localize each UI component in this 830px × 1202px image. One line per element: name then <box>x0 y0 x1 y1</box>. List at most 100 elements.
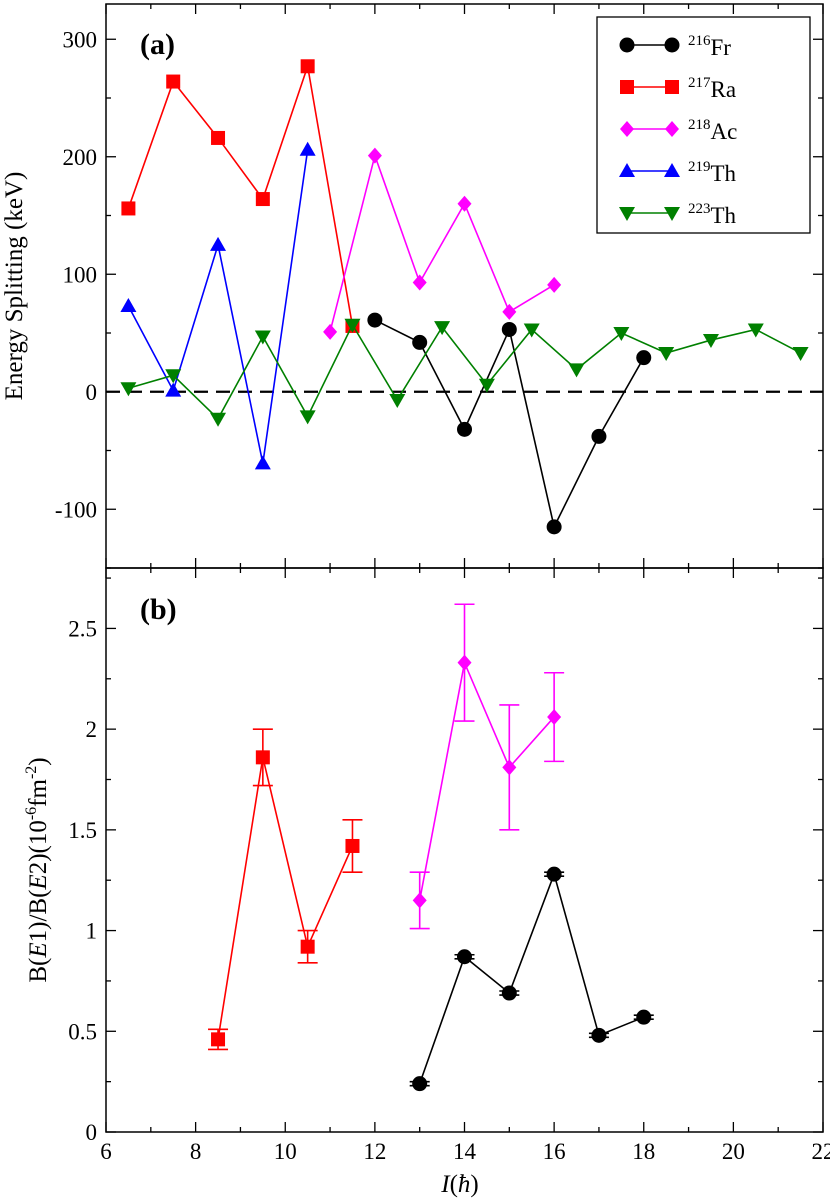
data-point <box>121 201 136 216</box>
series-b-218Ac <box>409 603 565 930</box>
data-point <box>412 892 427 909</box>
data-point <box>345 838 360 853</box>
legend-item-223Th: 223Th <box>619 201 737 228</box>
series-line <box>128 323 801 421</box>
data-point <box>412 1076 428 1092</box>
data-point <box>165 369 182 384</box>
data-point <box>591 1027 607 1043</box>
data-point <box>658 346 675 361</box>
panel-b-ticks: 6 8 10 12 14 16 18 20 22 0 0.5 1 1.5 2 2.5 <box>68 568 830 1164</box>
x-tick-label: 16 <box>543 1139 566 1164</box>
series-a-217Ra <box>121 59 360 333</box>
data-point <box>300 939 315 954</box>
x-tick-label: 12 <box>363 1139 386 1164</box>
y-tick-label: 2.5 <box>68 616 97 641</box>
data-point <box>457 654 472 671</box>
data-point <box>792 346 809 361</box>
data-point <box>434 321 451 336</box>
data-point <box>457 421 472 437</box>
data-point <box>299 410 316 425</box>
x-tick-label: 6 <box>100 1139 112 1164</box>
series-a-223Th <box>120 318 809 427</box>
series-a-218Ac <box>323 147 562 340</box>
legend-marker <box>664 37 680 53</box>
legend-marker <box>664 207 680 221</box>
y-tick-label: 0 <box>86 380 98 405</box>
legend-marker <box>619 37 635 53</box>
data-point <box>120 382 137 397</box>
x-tick-label: 8 <box>190 1139 202 1164</box>
data-point <box>255 192 270 207</box>
y-tick-label: 0.5 <box>68 1019 97 1044</box>
panel-b-series <box>208 603 654 1092</box>
series-line <box>217 757 354 1040</box>
legend-item-218Ac: 218Ac <box>620 117 737 144</box>
legend-label: 216Fr <box>688 33 731 60</box>
data-point <box>299 141 316 156</box>
data-point <box>120 297 137 312</box>
y-tick-label: 2 <box>86 717 98 742</box>
series-line <box>329 152 555 333</box>
data-point <box>636 350 652 366</box>
y-tick-label: 100 <box>63 262 98 287</box>
panel-a-ticks: -100 0 100 200 300 <box>55 4 824 569</box>
data-point <box>210 412 227 427</box>
data-point <box>568 363 585 378</box>
data-point <box>457 949 472 965</box>
series-a-219Th <box>120 141 316 470</box>
data-point <box>255 750 270 765</box>
legend-label: 223Th <box>688 201 737 228</box>
panel-a-series <box>120 59 809 535</box>
data-point <box>412 334 428 350</box>
series-line <box>418 871 645 1084</box>
y-tick-label: 200 <box>63 145 98 170</box>
y-tick-label: 300 <box>63 27 98 52</box>
data-point <box>254 330 271 345</box>
data-point <box>501 985 517 1001</box>
x-tick-label: 10 <box>274 1139 297 1164</box>
series-a-216Fr <box>367 312 652 535</box>
legend-label: 217Ra <box>688 75 736 102</box>
legend-item-219Th: 219Th <box>619 159 737 186</box>
y-tick-label: -100 <box>55 497 97 522</box>
data-point <box>166 74 181 89</box>
data-point <box>636 1009 652 1025</box>
data-point <box>747 323 764 338</box>
legend-marker <box>665 80 679 94</box>
data-point <box>389 393 406 408</box>
data-point <box>591 428 607 444</box>
panel-a-y-axis-title: Energy Splitting (keV) <box>1 172 28 401</box>
data-point <box>502 303 517 320</box>
series-b-217Ra <box>208 728 363 1051</box>
panel-b-y-axis-title: B(E1)/B(E2)(10-6fm-2) <box>23 757 52 982</box>
x-tick-label: 20 <box>722 1139 745 1164</box>
legend-frame <box>596 16 811 234</box>
data-point <box>254 455 271 470</box>
data-point <box>478 378 495 393</box>
legend-marker <box>620 80 634 94</box>
x-tick-label: 18 <box>632 1139 655 1164</box>
data-point <box>367 147 382 164</box>
legend-marker <box>620 121 634 137</box>
data-point <box>501 321 517 337</box>
legend-label: 219Th <box>688 159 737 186</box>
data-point <box>323 323 338 340</box>
panel-a-label: (a) <box>140 28 175 61</box>
legend-label: 218Ac <box>688 117 737 144</box>
panel-a-energy-splitting: -100 0 100 200 300 (a) Energy Splitting (keV… <box>1 3 824 569</box>
legend-marker <box>619 207 635 221</box>
series-line <box>127 66 354 327</box>
panel-b-label: (b) <box>140 593 177 626</box>
data-point <box>702 334 719 349</box>
legend: 216Fr 217Ra 218Ac 219Th 223Th <box>596 16 811 234</box>
series-b-216Fr <box>409 866 654 1092</box>
x-tick-label: 22 <box>812 1139 830 1164</box>
data-point <box>546 866 562 882</box>
data-point <box>344 318 361 333</box>
data-point <box>211 1032 226 1047</box>
data-point <box>165 382 182 397</box>
panel-b-transition-ratio: 6 8 10 12 14 16 18 20 22 0 0.5 1 1.5 2 2.5 (b) B(E1)/B… <box>23 567 830 1198</box>
y-tick-label: 0 <box>86 1120 98 1145</box>
data-point <box>211 130 226 145</box>
